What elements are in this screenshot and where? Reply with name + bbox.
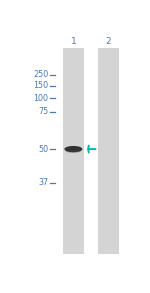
Text: 75: 75 <box>38 107 48 116</box>
Bar <box>63 47 84 254</box>
Text: 100: 100 <box>33 94 48 103</box>
Text: 250: 250 <box>33 70 48 79</box>
Text: 2: 2 <box>105 38 111 46</box>
Text: 1: 1 <box>70 38 76 46</box>
Ellipse shape <box>66 150 81 153</box>
Text: 37: 37 <box>38 178 48 188</box>
Ellipse shape <box>64 146 82 152</box>
Text: 50: 50 <box>38 144 48 154</box>
Bar <box>98 47 119 254</box>
Text: 150: 150 <box>33 81 48 91</box>
